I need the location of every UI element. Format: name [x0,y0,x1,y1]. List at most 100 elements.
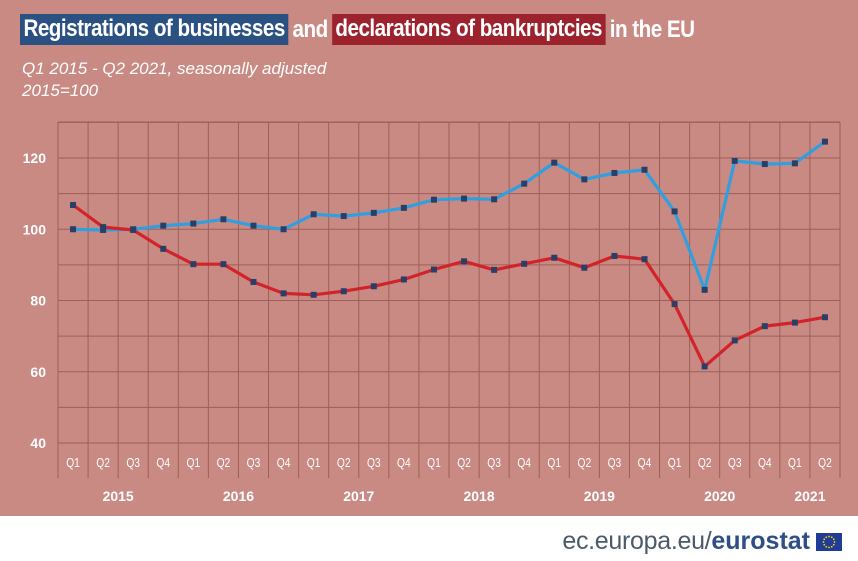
y-tick-label: 60 [30,364,46,380]
y-tick-label: 100 [23,221,47,237]
x-tick-quarter-label: Q1 [427,457,441,470]
data-point-bankruptcies [731,337,738,344]
x-tick-quarter-label: Q2 [217,457,231,470]
data-point-bankruptcies [791,319,798,326]
y-tick-label: 40 [30,435,46,451]
x-tick-year-label: 2018 [463,488,494,504]
data-point-bankruptcies [641,256,648,263]
x-tick-quarter-label: Q2 [818,457,832,470]
x-tick-year-label: 2015 [103,488,134,504]
data-point-registrations [611,169,618,176]
footer-url[interactable]: ec.europa.eu/ [562,527,712,555]
data-point-registrations [521,180,528,187]
x-tick-quarter-label: Q2 [457,457,471,470]
data-point-registrations [581,176,588,183]
data-point-registrations [671,208,678,215]
data-point-registrations [701,286,708,293]
x-tick-quarter-label: Q4 [397,457,411,470]
data-point-registrations [220,216,227,223]
chart-subtitle: Q1 2015 - Q2 2021, seasonally adjusted [22,59,327,78]
data-point-bankruptcies [551,254,558,261]
data-point-registrations [821,138,828,145]
data-point-bankruptcies [310,291,317,298]
x-tick-quarter-label: Q2 [337,457,351,470]
x-tick-year-label: 2020 [704,488,735,504]
data-point-registrations [280,226,287,233]
data-point-bankruptcies [611,252,618,259]
data-point-bankruptcies [370,283,377,290]
data-point-registrations [761,161,768,168]
data-point-bankruptcies [340,288,347,295]
chart-panel: Registrations of businesses and declarat… [0,0,858,516]
data-point-bankruptcies [70,202,77,209]
data-point-registrations [160,222,167,229]
data-point-registrations [370,209,377,216]
x-tick-quarter-label: Q3 [728,457,742,470]
data-point-bankruptcies [100,224,107,231]
data-point-bankruptcies [280,290,287,297]
data-point-registrations [430,196,437,203]
footer: ec.europa.eu/eurostat [562,527,842,556]
data-point-registrations [461,195,468,202]
data-point-registrations [641,166,648,173]
y-tick-label: 80 [30,293,46,309]
data-point-registrations [190,220,197,227]
data-point-bankruptcies [250,278,257,285]
x-tick-quarter-label: Q1 [788,457,802,470]
data-point-bankruptcies [430,266,437,273]
x-tick-quarter-label: Q1 [307,457,321,470]
data-point-registrations [400,204,407,211]
x-tick-quarter-label: Q3 [487,457,501,470]
x-tick-quarter-label: Q4 [758,457,772,470]
data-point-bankruptcies [190,261,197,268]
data-point-bankruptcies [130,226,137,233]
data-point-registrations [551,159,558,166]
eurostat-logo: eurostat [711,527,810,555]
line-chart: 40 60 80 100 120 Q1 Q2 Q3 Q4 Q1 Q2 Q3 Q4 Q1 Q2 Q3 Q4 Q1 Q2… [23,121,841,504]
title-eu: in the EU [609,15,695,43]
x-tick-quarter-label: Q4 [517,457,531,470]
series-line-bankruptcies [71,203,827,368]
x-tick-quarter-label: Q1 [547,457,561,470]
chart-title: Registrations of businesses and declarat… [20,14,699,45]
data-point-bankruptcies [400,276,407,283]
data-point-bankruptcies [521,260,528,267]
data-point-bankruptcies [461,258,468,265]
data-point-registrations [491,196,498,203]
data-point-registrations [791,160,798,167]
title-registrations: Registrations of businesses [20,14,289,45]
x-tick-quarter-label: Q4 [638,457,652,470]
x-tick-quarter-label: Q3 [247,457,261,470]
x-tick-quarter-label: Q1 [668,457,682,470]
x-tick-quarter-label: Q1 [66,457,80,470]
data-point-bankruptcies [671,301,678,308]
title-and: and [292,15,329,43]
x-tick-year-label: 2016 [223,488,254,504]
x-tick-year-label: 2019 [584,488,615,504]
x-tick-quarter-label: Q3 [608,457,622,470]
data-point-registrations [731,157,738,164]
x-tick-quarter-label: Q4 [156,457,170,470]
x-tick-quarter-label: Q2 [96,457,110,470]
data-point-bankruptcies [160,245,167,252]
x-tick-quarter-label: Q3 [126,457,140,470]
data-point-bankruptcies [491,266,498,273]
x-tick-quarter-label: Q2 [698,457,712,470]
data-point-bankruptcies [581,264,588,271]
series-line-registrations [71,140,827,292]
data-point-bankruptcies [821,314,828,321]
x-tick-quarter-label: Q1 [187,457,201,470]
title-bankruptcies: declarations of bankruptcies [331,14,606,45]
eu-flag-icon [816,532,842,551]
x-tick-quarter-label: Q2 [578,457,592,470]
x-tick-year-label: 2017 [343,488,374,504]
data-point-registrations [340,213,347,220]
y-tick-label: 120 [23,150,47,166]
data-point-registrations [70,226,77,233]
x-tick-year-label: 2021 [794,488,825,504]
x-tick-quarter-label: Q3 [367,457,381,470]
data-point-bankruptcies [701,363,708,370]
data-point-bankruptcies [220,261,227,268]
data-point-bankruptcies [761,323,768,330]
x-tick-quarter-label: Q4 [277,457,291,470]
